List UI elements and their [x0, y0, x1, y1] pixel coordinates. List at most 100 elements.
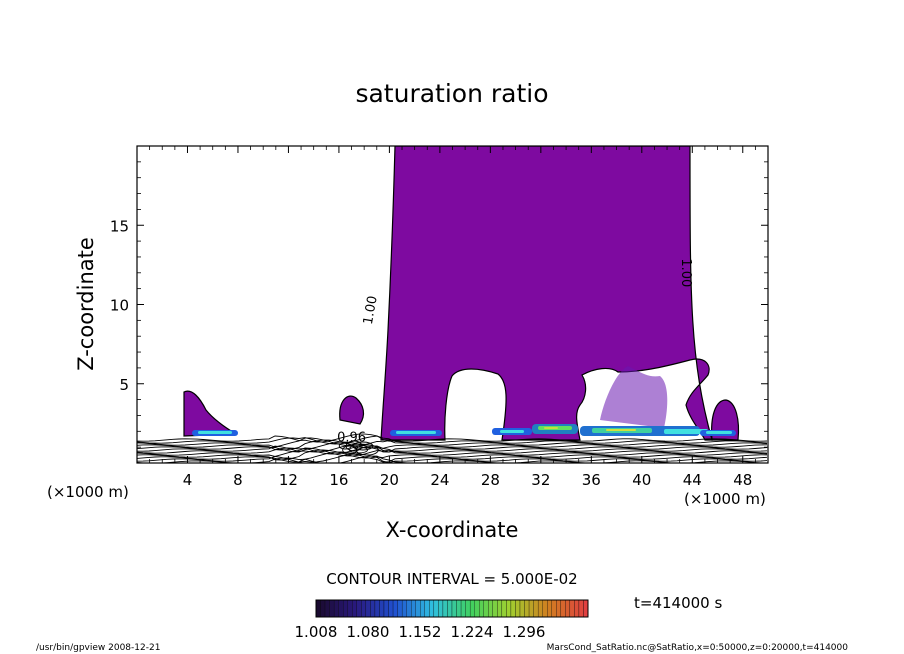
colorbar-cell	[578, 599, 584, 618]
ground-contour-line	[137, 447, 768, 457]
y-tick-label: 15	[110, 217, 129, 235]
plot-area	[137, 146, 768, 463]
x-tick-label: 24	[430, 471, 449, 489]
ground-contour-line	[137, 449, 768, 461]
colorbar-tick-label: 1.296	[503, 623, 546, 641]
time-label: t=414000 s	[634, 594, 722, 612]
surface-bands	[192, 424, 736, 436]
ground-contour-line	[137, 451, 768, 463]
colorbar-tick-label: 1.080	[347, 623, 390, 641]
contour-label: 0.96	[337, 431, 366, 446]
colorbar-cell	[429, 599, 435, 618]
colorbar-cell	[533, 599, 539, 618]
left-lobe-region	[183, 390, 239, 437]
colorbar-cell	[356, 599, 362, 618]
colorbar-cell	[542, 599, 548, 618]
colorbar-cell	[488, 599, 493, 618]
colorbar-cell	[492, 599, 498, 618]
colorbar-cell	[415, 599, 421, 618]
colorbar-cell	[447, 599, 453, 618]
colorbar-cell	[406, 599, 412, 618]
ground-contour-line	[137, 441, 768, 453]
colorbar-cell	[524, 599, 530, 618]
contour-loop	[355, 444, 379, 456]
colorbar-cell	[465, 599, 471, 618]
colorbar-cell	[333, 599, 339, 618]
x-tick-label: 4	[183, 471, 193, 489]
colorbar-cell	[374, 599, 380, 618]
colorbar-tick-label: 1.008	[295, 623, 338, 641]
footer-program: /usr/bin/gpview 2008-12-21	[36, 643, 160, 653]
colorbar-cell	[506, 599, 512, 618]
colorbar-cell	[451, 599, 457, 618]
colorbar-cell	[519, 599, 525, 618]
x-axis-label: X-coordinate	[386, 518, 519, 542]
colorbar-ticks: 1.008 1.080 1.152 1.224 1.296	[295, 623, 546, 641]
colorbar-cell	[401, 599, 407, 618]
x-tick-label: 16	[329, 471, 348, 489]
colorbar-cell	[338, 599, 344, 618]
contour-interval-label: CONTOUR INTERVAL = 5.000E-02	[326, 570, 577, 588]
x-unit-right: (×1000 m)	[684, 490, 766, 508]
x-tick-label: 36	[582, 471, 601, 489]
colorbar-cell	[411, 599, 416, 618]
colorbar-cell	[365, 599, 371, 618]
colorbar-cell	[352, 599, 357, 618]
colorbar-cell	[460, 599, 466, 618]
ground-contour-line	[137, 455, 768, 463]
colorbar-cell	[537, 599, 543, 618]
footer-source: MarsCond_SatRatio.nc@SatRatio,x=0:50000,…	[547, 643, 849, 653]
colorbar-cell	[329, 599, 335, 618]
colorbar-cell	[551, 599, 557, 618]
contour-label: 1.00	[678, 258, 693, 287]
colorbar-cell	[424, 599, 430, 618]
colorbar-cell	[547, 599, 552, 618]
colorbar-cell	[528, 599, 534, 618]
x-tick-label: 40	[632, 471, 651, 489]
y-tick-label: 5	[119, 376, 129, 394]
colorbar-cell	[433, 599, 439, 618]
colorbar-cell	[315, 599, 321, 618]
colorbar-cell	[347, 599, 353, 618]
ground-contour-line	[137, 445, 768, 455]
colorbar-cell	[560, 599, 566, 618]
colorbar-cell	[343, 599, 348, 618]
x-tick-label: 8	[233, 471, 243, 489]
colorbar: 1.008 1.080 1.152 1.224 1.296	[295, 599, 589, 641]
x-tick-label: 28	[481, 471, 500, 489]
ground-contour-line	[137, 443, 768, 453]
colorbar-cell	[479, 599, 484, 618]
ground-contour-line	[137, 453, 768, 463]
colorbar-cell	[320, 599, 326, 618]
colorbar-cell	[515, 599, 521, 618]
colorbar-cell	[556, 599, 561, 618]
colorbar-cell	[483, 599, 489, 618]
chart-title: saturation ratio	[355, 79, 548, 108]
colorbar-cell	[583, 599, 589, 618]
x-axis: 4 8 12 16 20 24 28 32 36 40 44 48	[149, 146, 756, 489]
ground-contours	[137, 433, 768, 463]
colorbar-cell	[438, 599, 444, 618]
x-tick-label: 12	[279, 471, 298, 489]
contour-labels: 1.00 1.00 0.96	[337, 258, 693, 445]
colorbar-stripes	[315, 599, 589, 618]
colorbar-cell	[361, 599, 367, 618]
colorbar-tick-label: 1.224	[451, 623, 494, 641]
colorbar-cell	[370, 599, 376, 618]
x-unit-left: (×1000 m)	[47, 483, 129, 501]
small-bubble-region	[339, 395, 365, 425]
colorbar-cell	[474, 599, 480, 618]
ground-contour-line	[137, 435, 768, 445]
colorbar-cell	[565, 599, 571, 618]
x-tick-label: 48	[733, 471, 752, 489]
ground-contour-line	[137, 439, 768, 451]
colorbar-cell	[469, 599, 475, 618]
colorbar-cell	[324, 599, 330, 618]
colorbar-cell	[497, 599, 503, 618]
colorbar-frame	[315, 599, 589, 618]
colorbar-cell	[456, 599, 462, 618]
colorbar-cell	[392, 599, 398, 618]
contour-label: 1.00	[361, 295, 381, 326]
colorbar-cell	[442, 599, 448, 618]
